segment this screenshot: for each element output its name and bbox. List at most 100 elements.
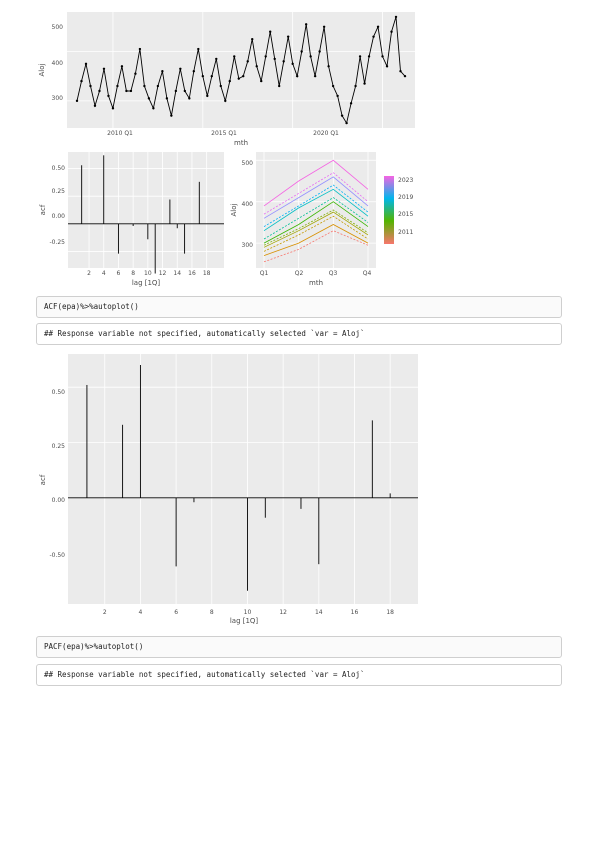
acf-large-plot: 0.50 0.25 0.00 -0.50 2 4 6 8 10 12 14 16 18 lag … <box>36 352 422 628</box>
data-point <box>394 15 398 19</box>
data-point <box>102 67 106 70</box>
data-point <box>246 60 249 63</box>
seasonal-plot: 500 400 300 Q1 Q2 Q3 Q4 mth Aloj 2023 20… <box>228 148 420 288</box>
data-point <box>403 74 407 78</box>
x-axis-title: mth <box>309 279 323 287</box>
data-point <box>228 79 231 83</box>
series-line <box>263 201 369 244</box>
y-axis-title: Aloj <box>230 203 238 216</box>
data-point <box>165 97 169 100</box>
timeseries-plot: 500 400 300 2010 Q1 2015 Q1 2020 Q1 mth … <box>36 8 420 150</box>
legend-label: 2023 <box>398 177 413 184</box>
data-point <box>174 89 178 93</box>
data-point <box>313 74 317 78</box>
series-line <box>263 215 369 252</box>
x-tick-label: 16 <box>188 270 196 277</box>
data-point <box>224 99 227 103</box>
y-axis-title: acf <box>39 204 47 215</box>
data-point <box>354 84 357 88</box>
series-line <box>263 172 369 215</box>
data-point <box>372 35 375 38</box>
data-point <box>143 84 146 88</box>
x-tick-label: 18 <box>203 270 211 277</box>
data-point <box>399 70 402 73</box>
data-point <box>219 84 222 88</box>
data-point <box>336 94 339 98</box>
x-tick-label: 4 <box>102 270 106 277</box>
x-tick-label: 2 <box>103 609 107 616</box>
data-point <box>264 55 267 58</box>
data-point <box>161 70 164 73</box>
timeseries-svg: 500 400 300 2010 Q1 2015 Q1 2020 Q1 mth … <box>38 12 415 147</box>
acf-large-svg: 0.50 0.25 0.00 -0.50 2 4 6 8 10 12 14 16 18 lag … <box>39 354 418 625</box>
data-point <box>84 62 88 66</box>
acf-small-plot: 0.50 0.25 0.00 -0.25 2 4 6 8 10 12 14 16 18 lag … <box>36 148 228 288</box>
series-line <box>76 16 406 125</box>
x-tick-label: 2020 Q1 <box>313 130 339 137</box>
data-point <box>376 25 380 29</box>
data-point <box>75 99 79 103</box>
data-point <box>183 89 187 93</box>
data-point <box>120 65 124 68</box>
series-line <box>263 224 369 256</box>
y-tick-label: 0.25 <box>52 443 66 450</box>
x-tick-label: Q4 <box>363 270 372 277</box>
data-point <box>89 84 92 88</box>
data-point <box>381 55 384 58</box>
series-line <box>263 184 369 227</box>
data-point <box>242 74 245 78</box>
x-tick-label: 10 <box>244 609 252 616</box>
data-point <box>206 94 209 98</box>
x-tick-label: 6 <box>174 609 178 616</box>
x-tick-label: 14 <box>315 609 323 616</box>
data-point <box>349 102 353 105</box>
data-point <box>309 55 312 58</box>
data-point <box>282 60 285 63</box>
x-tick-label: Q1 <box>260 270 269 277</box>
data-point <box>129 89 133 93</box>
data-point <box>80 79 83 83</box>
data-point <box>390 30 393 33</box>
legend-label: 2011 <box>398 229 413 236</box>
x-axis-title: lag [1Q] <box>132 279 161 287</box>
code-acf-call: ACF(epa)%>%autoplot() <box>36 296 562 318</box>
data-point <box>156 84 160 88</box>
x-tick-label: 8 <box>210 609 214 616</box>
y-tick-label: 0.50 <box>52 389 66 396</box>
seasonal-svg: 500 400 300 Q1 Q2 Q3 Q4 mth Aloj 2023 20… <box>230 152 413 287</box>
legend-label: 2019 <box>398 194 413 201</box>
data-point <box>125 89 128 93</box>
series-line <box>263 159 369 207</box>
data-point <box>170 114 173 117</box>
data-point <box>286 35 290 38</box>
y-tick-label: 500 <box>52 24 64 31</box>
x-tick-label: 8 <box>131 270 135 277</box>
y-tick-label: 0.25 <box>52 188 66 195</box>
x-axis-title: mth <box>234 139 248 147</box>
y-tick-label: 300 <box>52 95 64 102</box>
data-point <box>322 25 326 29</box>
y-tick-label: 300 <box>242 242 254 249</box>
x-tick-label: 12 <box>159 270 167 277</box>
data-point <box>107 94 110 98</box>
data-point <box>93 104 97 107</box>
data-point <box>237 77 240 80</box>
panel-background <box>68 152 224 268</box>
x-axis-title: lag [1Q] <box>230 617 259 625</box>
acf-small-svg: 0.50 0.25 0.00 -0.25 2 4 6 8 10 12 14 16 18 lag … <box>39 152 224 287</box>
y-axis-title: Aloj <box>38 63 46 76</box>
series-line <box>263 230 369 263</box>
y-tick-label: 400 <box>242 201 254 208</box>
data-point <box>116 84 119 88</box>
y-axis-title: acf <box>39 474 47 485</box>
y-tick-label: 0.00 <box>52 213 66 220</box>
panel-background <box>256 152 376 268</box>
data-point <box>210 74 213 78</box>
data-point <box>269 30 272 33</box>
data-point <box>197 47 200 51</box>
data-point <box>318 50 321 53</box>
data-point <box>233 55 236 58</box>
data-point <box>147 97 151 100</box>
panel-background <box>68 354 418 604</box>
x-tick-label: 2 <box>87 270 91 277</box>
